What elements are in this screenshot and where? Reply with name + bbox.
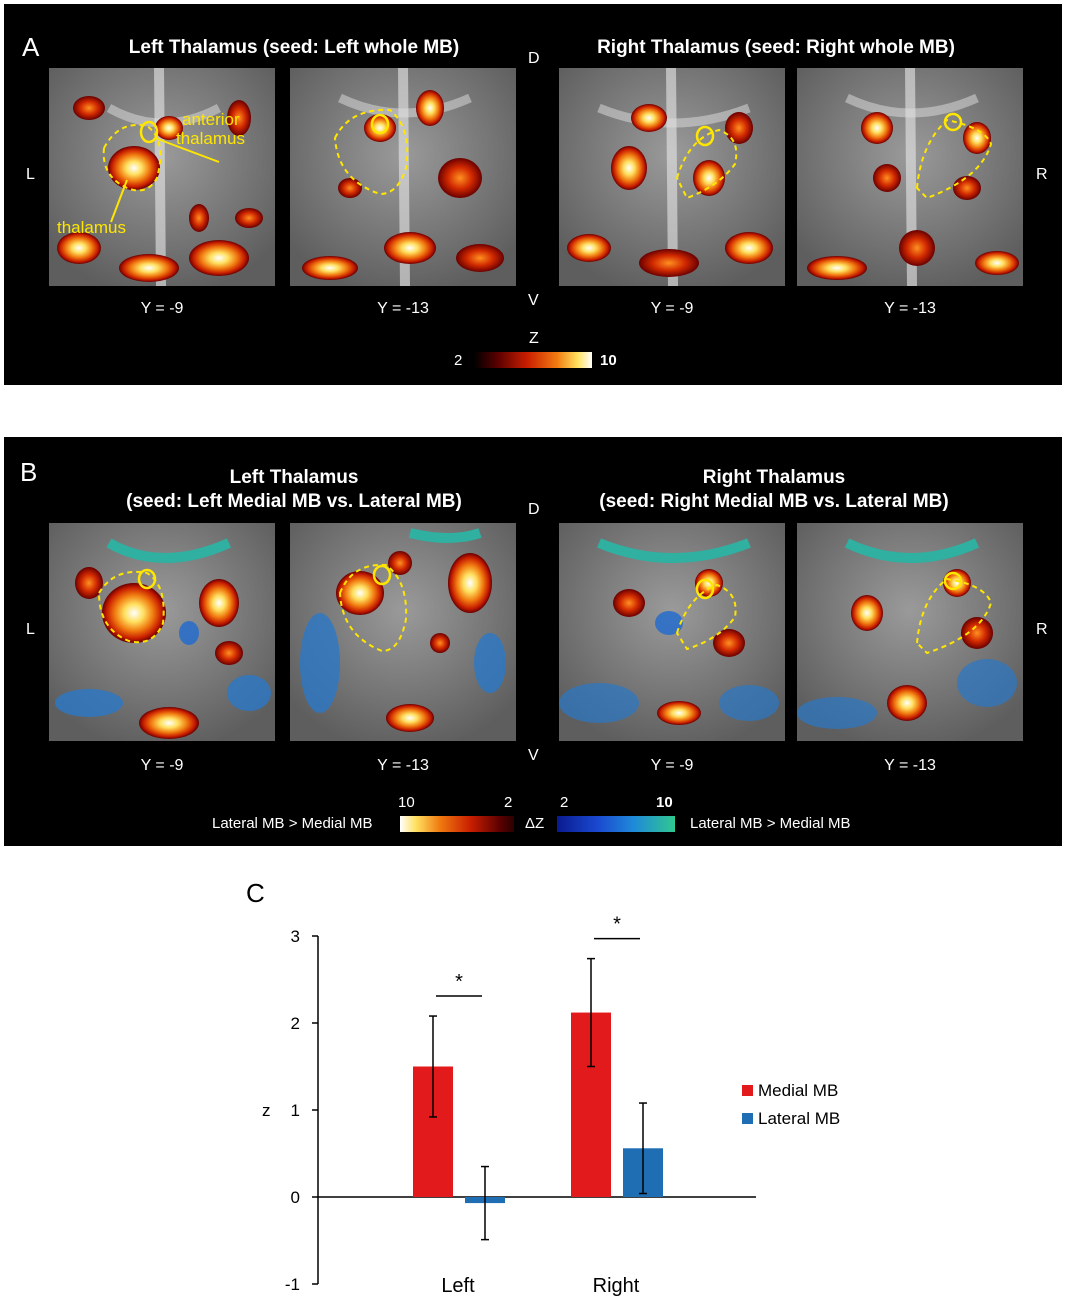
legend-label-0: Medial MB: [758, 1081, 838, 1100]
orient-ventral-b: V: [528, 747, 539, 764]
brain-slice-b2-image: [290, 523, 516, 741]
x-tick-label-left: Left: [441, 1275, 475, 1297]
bar-chart-c: C -1 0 1 2 3 z * Left * Right Medial MB Lateral M…: [246, 878, 840, 1297]
chart-axes: -1 0 1 2 3 z: [262, 927, 756, 1294]
brain-slice-b4-image: [797, 523, 1023, 741]
colorbar-a-max: 10: [600, 352, 617, 369]
panel-b-title-left-line2: (seed: Left Medial MB vs. Lateral MB): [126, 491, 462, 512]
chart-bars: * Left * Right: [413, 914, 663, 1297]
significance-star-1: *: [613, 914, 621, 936]
colorbar-b-legend-left: Lateral MB > Medial MB: [212, 815, 373, 832]
y-axis-label: z: [262, 1101, 271, 1120]
colorbar-b-warm: [400, 816, 514, 832]
slice-caption-a4: Y = -13: [884, 300, 936, 317]
slice-caption-b4: Y = -13: [884, 757, 936, 774]
panel-b: B Left Thalamus (seed: Left Medial MB vs…: [4, 437, 1062, 846]
annotation-anterior-line1: anterior: [182, 110, 240, 129]
brain-slice-a3-image: [559, 68, 785, 286]
brain-slice-a4: [797, 68, 1023, 286]
orient-dorsal: D: [528, 50, 540, 67]
slice-caption-a1: Y = -9: [140, 300, 184, 317]
colorbar-b-warm-min: 2: [504, 794, 513, 811]
orient-right-b: R: [1036, 621, 1048, 638]
brain-slice-b3-image: [559, 523, 785, 741]
orient-right: R: [1036, 166, 1048, 183]
brain-slice-a1: [49, 68, 275, 286]
brain-slice-b4: [797, 523, 1023, 741]
annotation-anterior: anterior thalamus: [176, 110, 245, 148]
colorbar-b-legend-right: Lateral MB > Medial MB: [690, 815, 851, 832]
panel-a-title-left: Left Thalamus (seed: Left whole MB): [128, 37, 460, 58]
y-tick-label-0: -1: [285, 1275, 300, 1294]
legend-swatch-1: [742, 1113, 753, 1124]
orient-ventral: V: [528, 292, 539, 309]
annotation-anterior-line2: thalamus: [176, 129, 245, 148]
colorbar-b-cool-min: 2: [560, 794, 569, 811]
panel-a-title-right: Right Thalamus (seed: Right whole MB): [597, 37, 955, 58]
brain-slice-b2: [290, 523, 516, 741]
slice-caption-b3: Y = -9: [650, 757, 694, 774]
brain-slice-b1: [49, 523, 275, 741]
colorbar-a-min: 2: [454, 352, 463, 369]
legend-label-1: Lateral MB: [758, 1109, 840, 1128]
x-tick-label-right: Right: [593, 1275, 640, 1297]
significance-star-0: *: [455, 971, 463, 993]
colorbar-a: [474, 352, 592, 368]
colorbar-b-warm-max: 10: [398, 794, 415, 811]
annotation-thalamus: thalamus: [57, 218, 126, 237]
brain-slice-b3: [559, 523, 785, 741]
colorbar-b-label: ΔZ: [525, 815, 545, 832]
brain-slice-a4-image: [797, 68, 1023, 286]
panel-c-label: C: [246, 878, 265, 908]
slice-caption-a2: Y = -13: [377, 300, 429, 317]
y-tick-label-2: 1: [291, 1101, 300, 1120]
chart-legend: Medial MB Lateral MB: [742, 1081, 840, 1128]
slice-caption-a3: Y = -9: [650, 300, 694, 317]
colorbar-a-label: Z: [529, 330, 539, 347]
brain-slice-a2: [290, 68, 516, 286]
brain-slice-a2-image: [290, 68, 516, 286]
brain-slice-a1-image: [49, 68, 275, 286]
panel-b-title-right: Right Thalamus (seed: Right Medial MB vs…: [564, 466, 984, 514]
orient-left-b: L: [26, 621, 35, 638]
y-tick-label-3: 2: [291, 1014, 300, 1033]
orient-dorsal-b: D: [528, 501, 540, 518]
panel-b-label: B: [20, 457, 38, 487]
colorbar-b-cool-max: 10: [656, 794, 673, 811]
y-tick-label-1: 0: [291, 1188, 300, 1207]
slice-caption-b1: Y = -9: [140, 757, 184, 774]
panel-a: A Left Thalamus (seed: Left whole MB) Ri…: [4, 4, 1062, 385]
brain-slice-b1-image: [49, 523, 275, 741]
colorbar-b-cool: [557, 816, 675, 832]
panel-b-title-right-line2: (seed: Right Medial MB vs. Lateral MB): [599, 491, 949, 512]
legend-swatch-0: [742, 1085, 753, 1096]
panel-b-title-left-line1: Left Thalamus: [229, 467, 359, 488]
panel-b-title-right-line1: Right Thalamus: [702, 467, 846, 488]
y-tick-label-4: 3: [291, 927, 300, 946]
orient-left: L: [26, 166, 35, 183]
panel-a-label: A: [22, 32, 40, 62]
panel-b-title-left: Left Thalamus (seed: Left Medial MB vs. …: [84, 466, 504, 514]
brain-slice-a3: [559, 68, 785, 286]
slice-caption-b2: Y = -13: [377, 757, 429, 774]
